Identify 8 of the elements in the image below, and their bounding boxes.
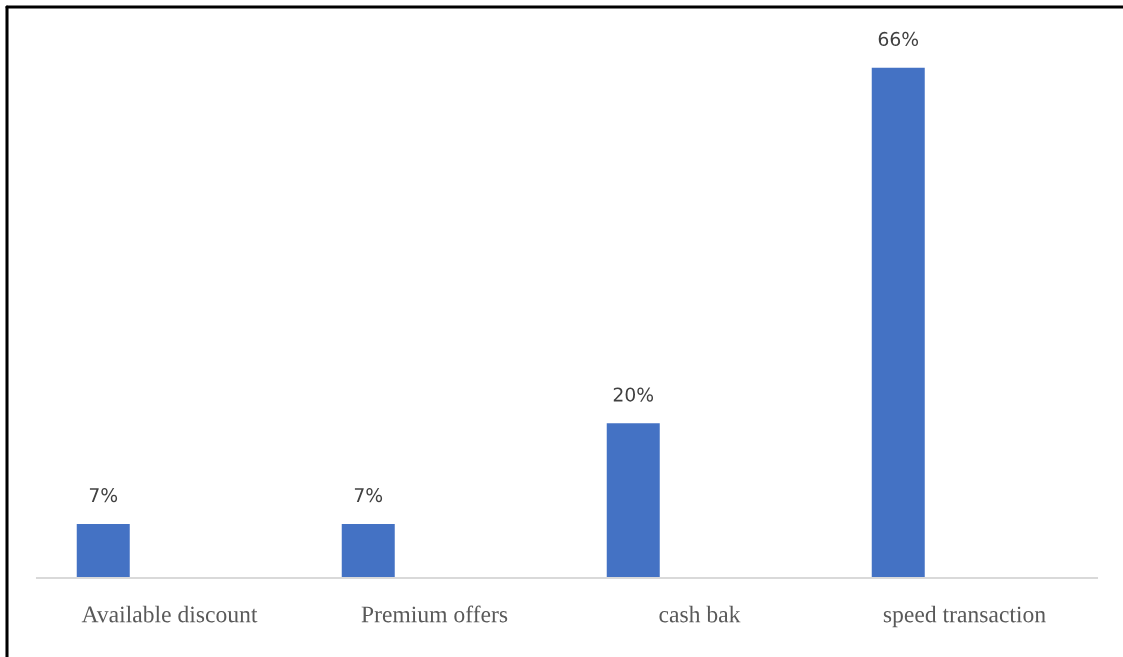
data-label: 7% xyxy=(354,488,383,503)
data-label: 66% xyxy=(878,31,919,47)
data-label: 20% xyxy=(613,387,654,402)
x-tick-label: Available discount xyxy=(81,605,258,623)
x-tick-label: cash bak xyxy=(659,605,741,623)
x-tick-label: speed transaction xyxy=(883,605,1046,628)
data-label: 7% xyxy=(89,488,118,503)
x-tick-label: Premium offers xyxy=(361,605,508,623)
